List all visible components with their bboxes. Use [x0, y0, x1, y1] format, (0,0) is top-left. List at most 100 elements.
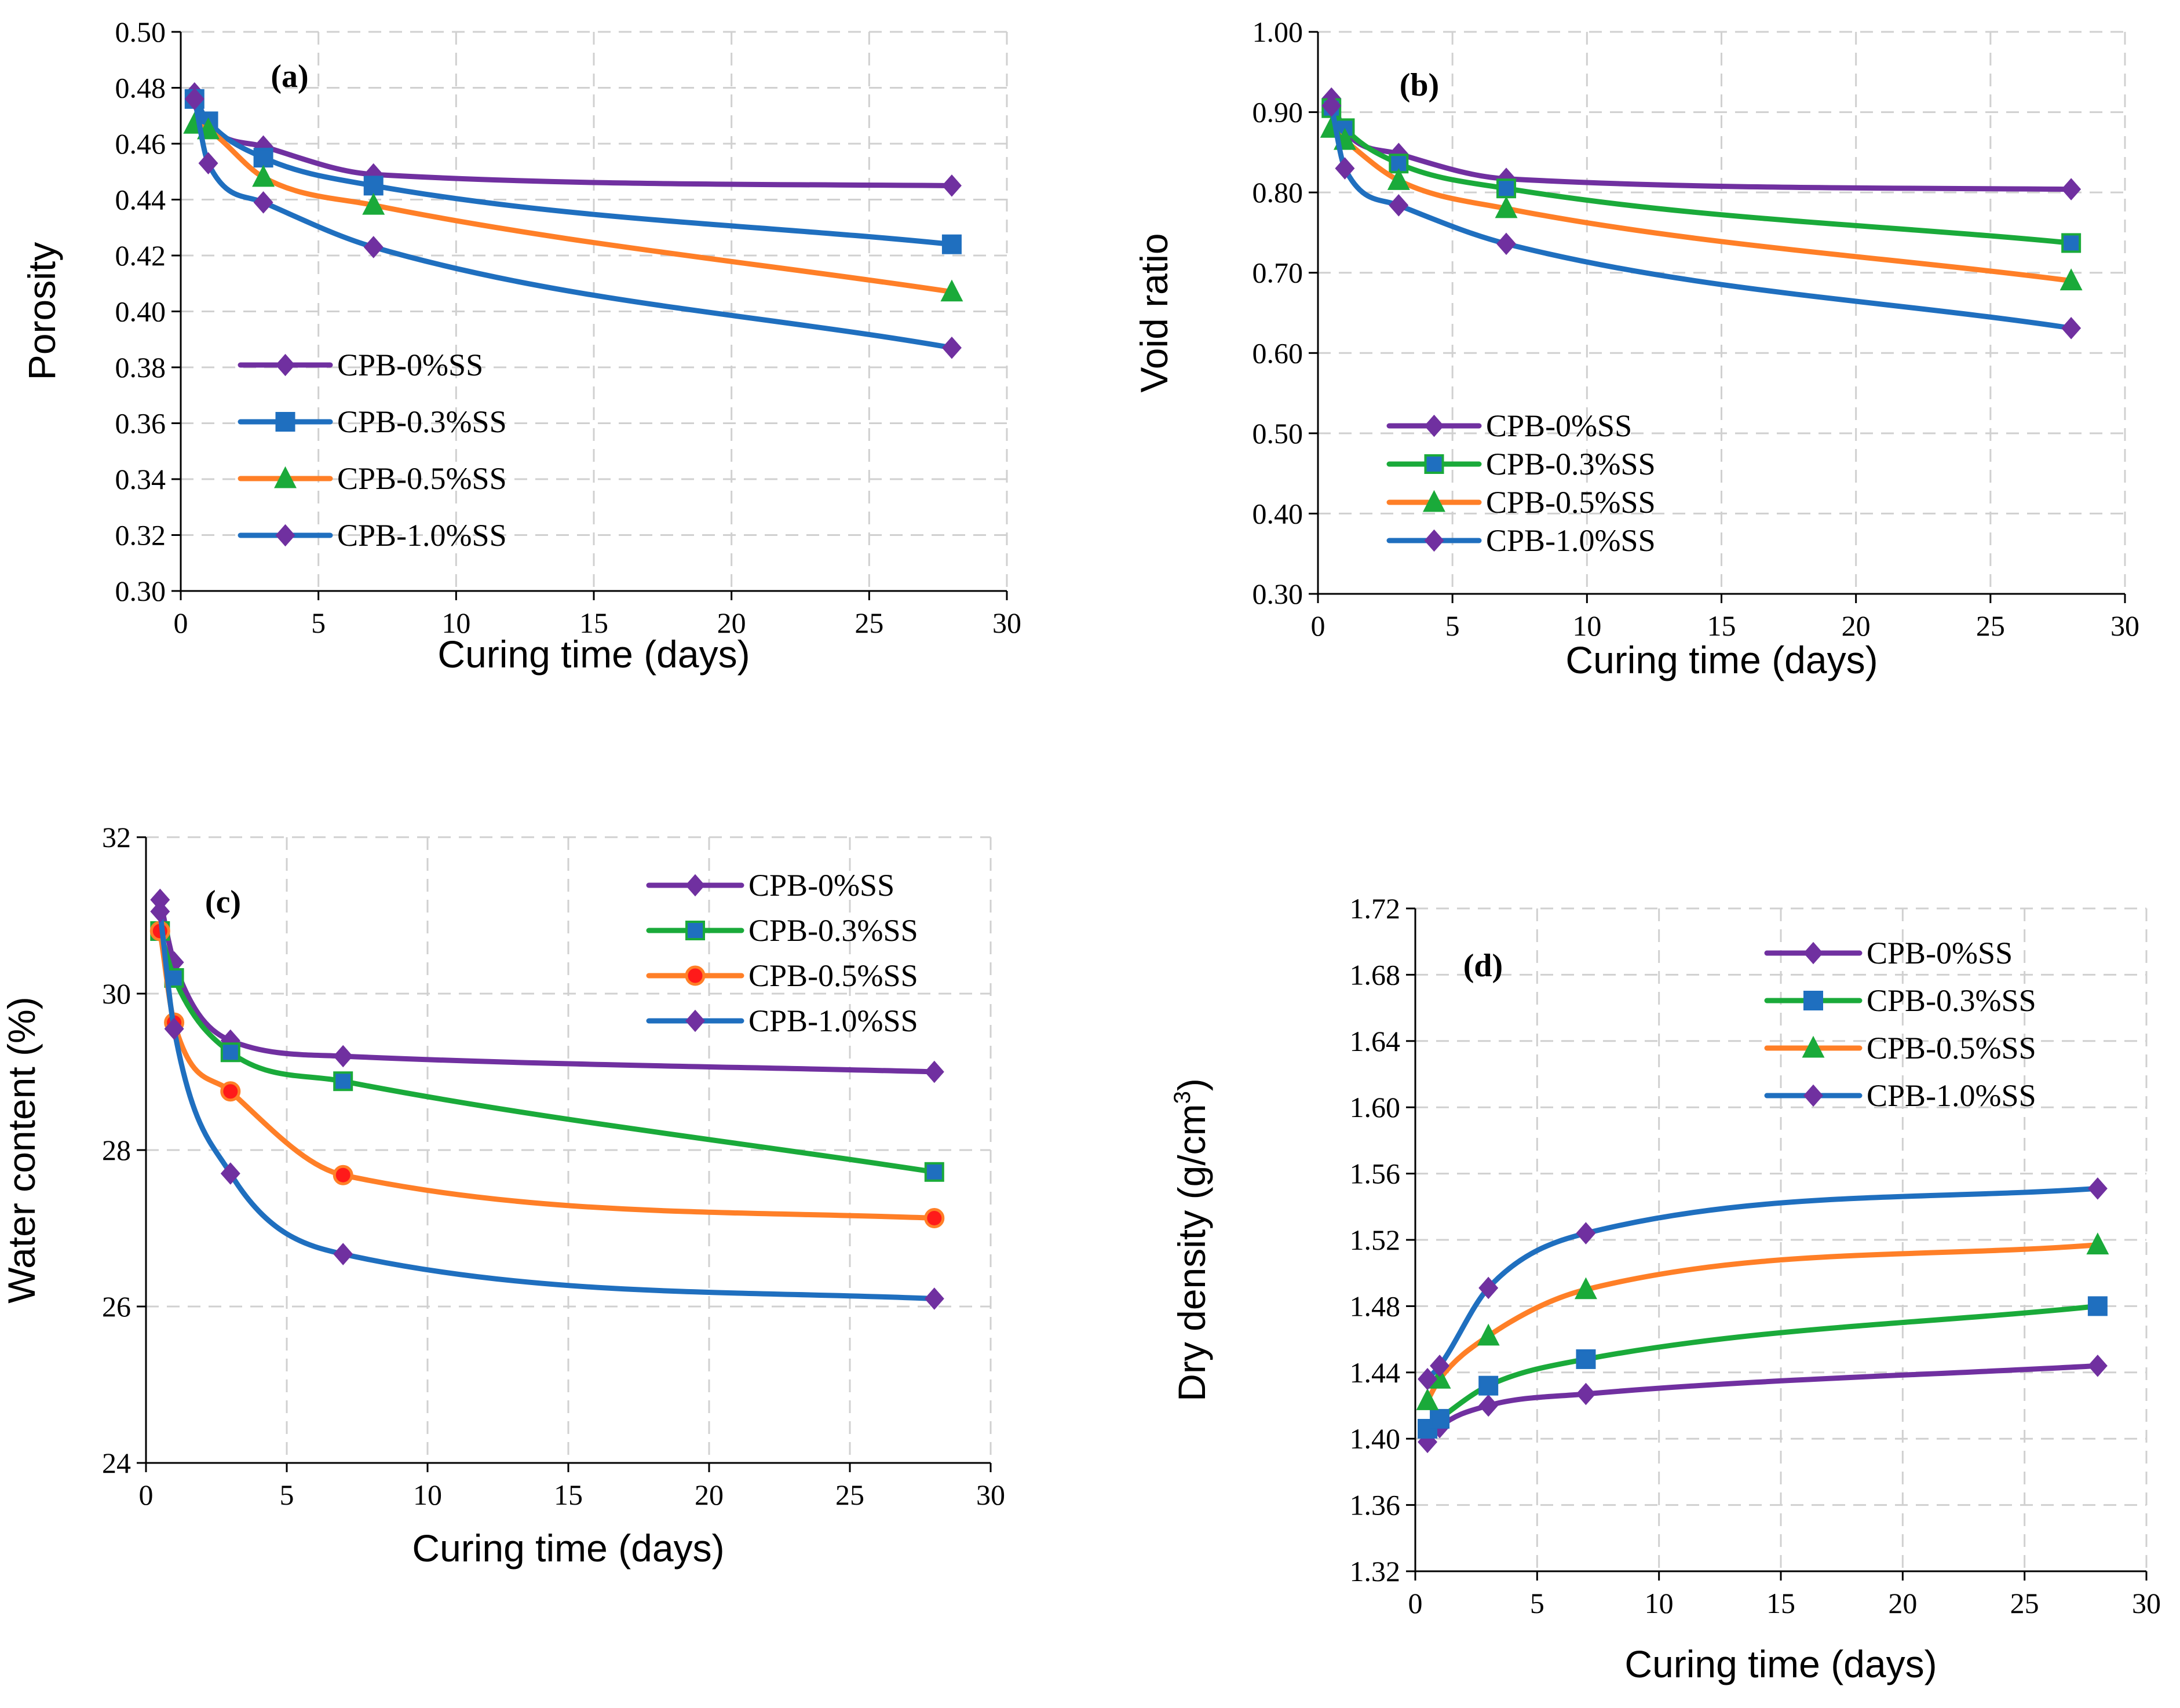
x-tick-label: 10 — [441, 607, 470, 639]
data-point-marker — [2060, 268, 2083, 291]
legend-item: CPB-0.3%SS — [1764, 983, 2036, 1018]
data-point-marker — [1321, 94, 1342, 117]
series-cpb-1-0-ss — [1418, 1177, 2108, 1391]
series-cpb-1-0-ss — [150, 900, 944, 1310]
y-axis-title-text: Water content (%) — [0, 997, 43, 1303]
series-line — [192, 96, 955, 351]
x-tick-label: 15 — [579, 607, 608, 639]
x-tick-label: 5 — [1530, 1587, 1544, 1619]
data-point-marker — [2087, 1177, 2108, 1200]
series-cpb-1-0-ss — [184, 87, 962, 359]
y-axis-title-text: Void ratio — [1133, 233, 1175, 392]
series-cpb-0-ss — [150, 888, 944, 1083]
legend-marker — [685, 921, 705, 940]
data-point-marker — [1430, 1408, 1450, 1429]
panel-label: (d) — [1463, 948, 1503, 984]
data-point-marker — [1576, 1349, 1596, 1369]
x-tick-label: 15 — [1766, 1587, 1795, 1619]
x-axis-title: Curing time (days) — [1565, 638, 1878, 681]
legend-label: CPB-1.0%SS — [1867, 1078, 2036, 1113]
series-cpb-0-3-ss — [184, 89, 962, 254]
data-point-marker — [1495, 196, 1518, 218]
y-tick-label: 1.44 — [1350, 1356, 1401, 1389]
series-cpb-0-3-ss — [1418, 1296, 2108, 1439]
data-point-marker — [253, 191, 273, 214]
data-point-marker — [1496, 232, 1517, 256]
legend-label: CPB-0.5%SS — [1867, 1031, 2036, 1065]
y-tick-label: 0.46 — [115, 127, 166, 160]
x-tick-label: 10 — [1645, 1587, 1674, 1619]
x-tick-label: 5 — [280, 1479, 294, 1511]
data-point-marker — [1477, 1323, 1500, 1346]
y-axis-title-text: Porosity — [20, 242, 63, 380]
legend-item: CPB-0.3%SS — [1386, 447, 1656, 481]
y-tick-label: 28 — [102, 1134, 131, 1166]
legend-label: CPB-0%SS — [748, 868, 894, 903]
series-cpb-0-5-ss — [1416, 1232, 2109, 1410]
y-tick-label: 1.56 — [1350, 1158, 1401, 1190]
y-tick-label: 1.00 — [1253, 16, 1303, 48]
y-tick-label: 0.32 — [115, 519, 166, 552]
y-tick-label: 0.38 — [115, 351, 166, 384]
x-tick-label: 5 — [1445, 610, 1460, 642]
legend-marker — [1803, 1084, 1824, 1107]
data-point-marker — [940, 279, 963, 302]
y-tick-label: 0.34 — [115, 463, 166, 495]
panel-label: (c) — [205, 884, 241, 920]
legend-marker — [1424, 414, 1444, 437]
y-tick-label: 1.72 — [1350, 892, 1401, 925]
legend-label: CPB-0%SS — [337, 348, 483, 382]
data-point-marker — [1478, 1394, 1499, 1417]
legend-marker — [275, 412, 295, 432]
data-point-marker — [924, 1162, 944, 1182]
y-tick-label: 0.60 — [1253, 337, 1303, 369]
panel-label: (a) — [271, 59, 308, 94]
x-tick-label: 20 — [695, 1479, 724, 1511]
data-point-marker — [253, 148, 273, 168]
x-tick-label: 5 — [311, 607, 326, 639]
legend-item: CPB-0.3%SS — [238, 404, 507, 439]
data-point-marker — [1416, 1388, 1439, 1410]
legend-label: CPB-0.5%SS — [748, 958, 918, 993]
data-point-marker — [924, 1060, 944, 1083]
y-tick-label: 24 — [102, 1447, 131, 1479]
series-cpb-0-ss — [1321, 87, 2082, 200]
y-axis-title-end: ) — [1170, 1078, 1213, 1091]
series-line — [192, 121, 955, 295]
data-point-marker — [1418, 1367, 1438, 1391]
series-line — [1425, 1185, 2101, 1382]
series-cpb-0-3-ss — [1321, 98, 2082, 253]
data-point-marker — [924, 1287, 944, 1310]
legend-label: CPB-1.0%SS — [748, 1003, 918, 1038]
legend-item: CPB-0%SS — [646, 868, 894, 903]
x-tick-label: 0 — [1311, 610, 1325, 642]
y-tick-label: 0.30 — [1253, 578, 1303, 610]
y-tick-label: 0.90 — [1253, 96, 1303, 129]
y-tick-label: 26 — [102, 1290, 131, 1323]
legend-marker — [1424, 529, 1444, 552]
legend-marker — [1424, 454, 1444, 474]
y-tick-label: 0.48 — [115, 72, 166, 104]
data-point-marker — [941, 174, 962, 197]
legend-marker — [1423, 490, 1445, 512]
legend-label: CPB-0.3%SS — [337, 404, 507, 439]
y-axis-title-text: Dry density (g/cm — [1170, 1104, 1213, 1401]
legend-marker — [274, 466, 297, 488]
y-tick-label: 0.42 — [115, 239, 166, 272]
y-tick-label: 0.36 — [115, 407, 166, 440]
data-point-marker — [164, 1017, 184, 1041]
y-tick-label: 1.40 — [1350, 1422, 1401, 1455]
data-point-marker — [1430, 1355, 1450, 1377]
legend-item: CPB-1.0%SS — [1386, 523, 1656, 558]
data-point-marker — [220, 1162, 240, 1185]
y-tick-label: 0.70 — [1253, 257, 1303, 289]
series-cpb-0-5-ss — [1320, 116, 2083, 291]
y-axis-title: Dry density (g/cm3) — [1170, 1078, 1213, 1402]
legend-item: CPB-1.0%SS — [1764, 1078, 2036, 1113]
x-tick-label: 15 — [554, 1479, 583, 1511]
x-tick-label: 25 — [2010, 1587, 2039, 1619]
x-tick-label: 15 — [1707, 610, 1736, 642]
data-point-marker — [1496, 178, 1517, 199]
x-tick-label: 10 — [1572, 610, 1601, 642]
